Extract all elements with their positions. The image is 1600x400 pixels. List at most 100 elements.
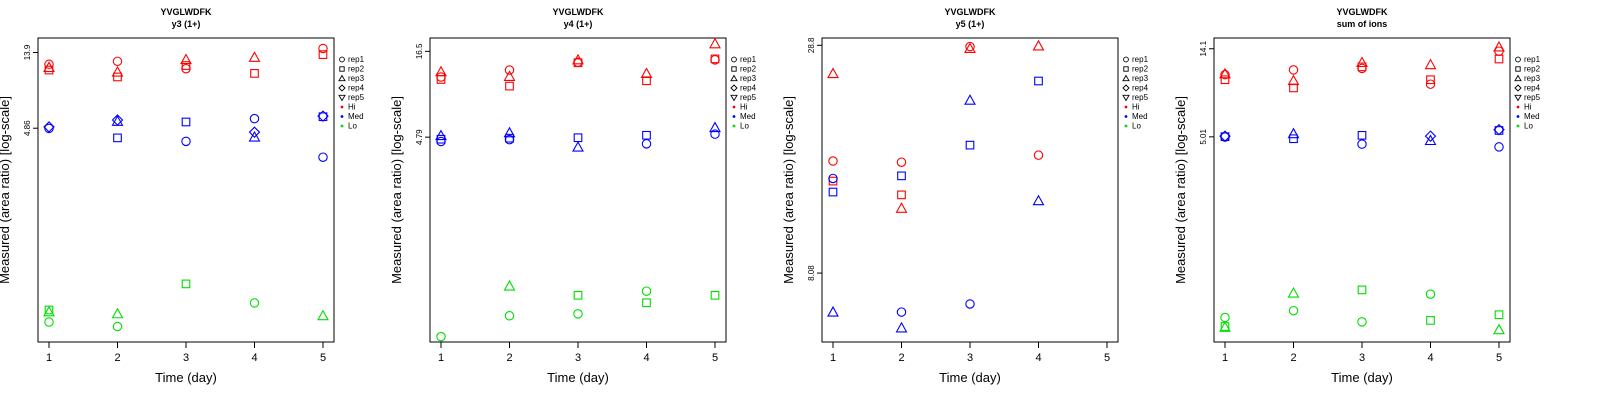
data-point-hi-rep1 bbox=[1033, 150, 1044, 160]
x-tick-label: 5 bbox=[320, 352, 326, 364]
x-tick-label: 1 bbox=[830, 352, 836, 364]
x-tick-label: 4 bbox=[1427, 352, 1433, 364]
legend-label-rep2: rep2 bbox=[348, 65, 365, 74]
data-point-hi-rep2 bbox=[897, 190, 906, 200]
data-point-med-rep1 bbox=[1357, 139, 1367, 149]
legend-label-rep1: rep1 bbox=[1132, 55, 1149, 64]
legend-symbol-rep3 bbox=[730, 74, 738, 82]
data-point-hi-rep2 bbox=[642, 76, 651, 86]
data-point-lo-rep2 bbox=[1494, 310, 1504, 320]
legend-symbol-med bbox=[732, 115, 736, 118]
data-point-hi-rep3 bbox=[964, 42, 976, 54]
data-point-hi-rep1 bbox=[44, 59, 54, 70]
x-tick-label: 4 bbox=[643, 352, 649, 364]
data-point-hi-rep3 bbox=[709, 37, 721, 49]
data-point-hi-rep1 bbox=[436, 72, 446, 82]
data-point-med-rep4 bbox=[1493, 123, 1505, 136]
data-point-med-rep4 bbox=[248, 126, 261, 138]
data-point-hi-rep3 bbox=[1356, 56, 1368, 68]
legend-label-lo: Lo bbox=[740, 122, 749, 131]
data-point-lo-rep1 bbox=[1220, 312, 1230, 323]
data-point-lo-rep2 bbox=[181, 279, 191, 289]
data-point-lo-rep1 bbox=[504, 310, 515, 321]
data-point-lo-rep2 bbox=[573, 290, 583, 300]
data-point-hi-rep2 bbox=[1289, 83, 1298, 93]
y-tick-label: 8.08 bbox=[807, 265, 816, 281]
data-point-lo-rep1 bbox=[641, 286, 652, 296]
y-axis-label: Measured (area ratio) [log-scale] bbox=[1173, 96, 1188, 284]
data-point-hi-rep2 bbox=[250, 69, 259, 78]
data-point-med-rep3 bbox=[895, 321, 908, 333]
legend-symbol-hi bbox=[340, 105, 344, 109]
data-point-med-rep2 bbox=[1034, 76, 1043, 86]
data-point-hi-rep3 bbox=[1287, 74, 1300, 86]
data-point-med-rep1 bbox=[436, 136, 446, 147]
legend-symbol-lo bbox=[732, 124, 736, 128]
legend-symbol-rep2 bbox=[1123, 66, 1129, 72]
data-point-med-rep1 bbox=[710, 129, 720, 139]
legend-symbol-hi bbox=[732, 105, 736, 109]
chart-title: YVGLWDFK bbox=[553, 7, 604, 17]
legend-label-rep4: rep4 bbox=[348, 84, 365, 93]
legend-label-hi: Hi bbox=[1132, 103, 1140, 112]
data-point-med-rep3 bbox=[709, 121, 721, 133]
data-point-hi-rep3 bbox=[895, 202, 908, 213]
x-tick-label: 3 bbox=[967, 352, 973, 364]
chart-title: YVGLWDFK bbox=[1337, 7, 1388, 17]
x-tick-label: 3 bbox=[183, 352, 189, 364]
data-point-hi-rep1 bbox=[896, 157, 907, 167]
data-point-med-rep4 bbox=[43, 121, 55, 133]
legend-symbol-lo bbox=[340, 124, 344, 128]
chart-title: YVGLWDFK bbox=[945, 7, 996, 17]
x-tick-label: 4 bbox=[1035, 352, 1041, 364]
chart-subtitle: y4 (1+) bbox=[564, 19, 593, 29]
legend-label-rep4: rep4 bbox=[1524, 84, 1541, 93]
data-point-lo-rep1 bbox=[1425, 289, 1436, 299]
data-point-lo-rep2 bbox=[1426, 316, 1435, 325]
legend-symbol-rep2 bbox=[339, 66, 345, 72]
legend-label-rep1: rep1 bbox=[348, 55, 365, 64]
data-point-lo-rep1 bbox=[44, 317, 54, 327]
x-tick-label: 1 bbox=[46, 352, 52, 364]
data-point-med-rep1 bbox=[828, 173, 838, 184]
data-point-hi-rep2 bbox=[1494, 54, 1504, 64]
data-point-hi-rep1 bbox=[181, 63, 191, 74]
legend-label-rep3: rep3 bbox=[740, 74, 757, 83]
x-axis-label: Time (day) bbox=[939, 370, 1001, 385]
data-point-med-rep2 bbox=[828, 187, 838, 197]
plot-frame bbox=[1213, 37, 1511, 343]
data-point-med-rep1 bbox=[318, 152, 328, 162]
y-axis-label: Measured (area ratio) [log-scale] bbox=[781, 96, 796, 284]
y-tick-label: 5.01 bbox=[1199, 129, 1208, 145]
y-axis-label: Measured (area ratio) [log-scale] bbox=[0, 96, 12, 284]
chart-panel-1: YVGLWDFK y3 (1+) 1 2 3 4 5 Time (day) 4.86 13.9 Me… bbox=[0, 7, 365, 385]
data-point-med-rep2 bbox=[897, 171, 906, 181]
x-tick-label: 5 bbox=[1104, 352, 1110, 364]
data-point-lo-rep3 bbox=[111, 307, 124, 319]
data-point-med-rep2 bbox=[505, 133, 514, 143]
data-point-hi-rep2 bbox=[181, 61, 191, 70]
data-point-lo-rep1 bbox=[1357, 317, 1367, 327]
legend-label-hi: Hi bbox=[1524, 103, 1532, 112]
data-point-hi-rep2 bbox=[436, 75, 446, 84]
chart-subtitle: y3 (1+) bbox=[172, 19, 201, 29]
legend-label-rep2: rep2 bbox=[1132, 65, 1149, 74]
legend-label-lo: Lo bbox=[1524, 122, 1533, 131]
legend-label-lo: Lo bbox=[348, 122, 357, 131]
data-point-med-rep4 bbox=[111, 114, 124, 126]
legend-symbol-rep5 bbox=[1122, 94, 1130, 102]
data-point-med-rep3 bbox=[435, 129, 447, 141]
legend-label-hi: Hi bbox=[740, 103, 748, 112]
legend-label-hi: Hi bbox=[348, 103, 356, 112]
legend-symbol-rep3 bbox=[338, 74, 346, 82]
data-point-hi-rep3 bbox=[111, 65, 124, 77]
data-point-hi-rep3 bbox=[180, 53, 192, 65]
legend-symbol-rep1 bbox=[1123, 56, 1129, 63]
data-point-med-rep1 bbox=[896, 307, 907, 317]
data-point-med-rep1 bbox=[249, 113, 260, 124]
data-point-hi-rep2 bbox=[710, 54, 720, 64]
legend-symbol-rep4 bbox=[338, 84, 346, 92]
data-point-med-rep3 bbox=[1424, 134, 1437, 146]
data-point-med-rep2 bbox=[573, 133, 583, 143]
